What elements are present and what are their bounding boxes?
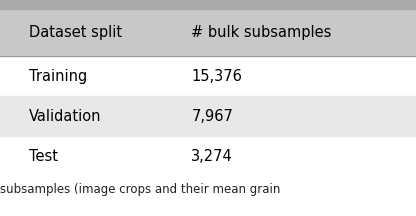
Text: # bulk subsamples: # bulk subsamples — [191, 25, 332, 40]
Text: Training: Training — [29, 69, 87, 84]
Bar — [0, 96, 416, 136]
Text: Dataset split: Dataset split — [29, 25, 122, 40]
Text: subsamples (image crops and their mean grain: subsamples (image crops and their mean g… — [0, 183, 280, 195]
Bar — [0, 0, 416, 9]
Text: 15,376: 15,376 — [191, 69, 242, 84]
Text: Validation: Validation — [29, 109, 102, 124]
Text: 7,967: 7,967 — [191, 109, 233, 124]
Bar — [0, 9, 416, 56]
Text: Test: Test — [29, 149, 58, 164]
Text: 3,274: 3,274 — [191, 149, 233, 164]
